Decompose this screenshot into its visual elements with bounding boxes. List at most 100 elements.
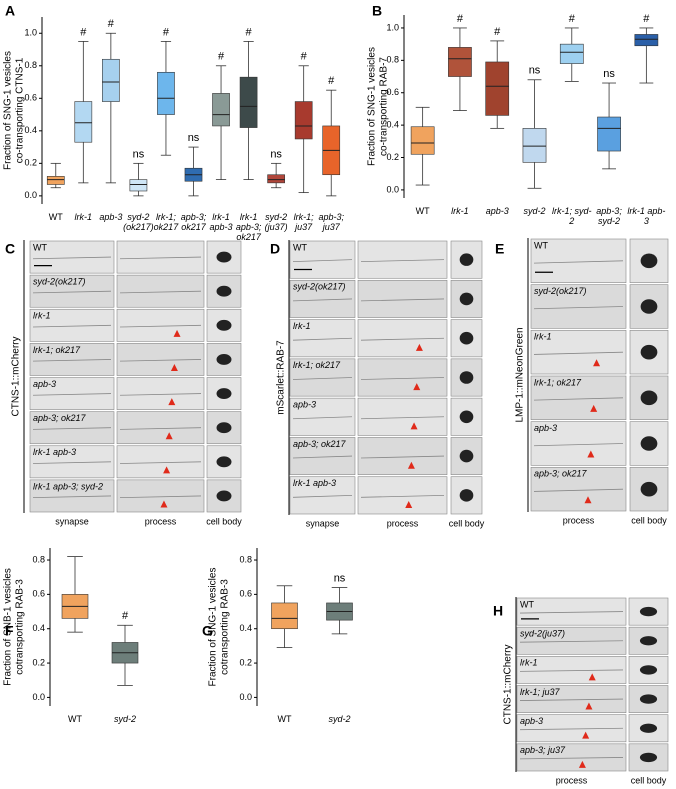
box [634,34,659,47]
significance-label: ns [270,148,282,160]
axon-signal [119,427,202,430]
box [129,179,148,192]
axon-signal [360,298,445,302]
axon-signal [32,495,112,499]
genotype-label: lrk-1; ju37 [520,687,561,697]
cell-body-signal [459,331,474,345]
y-tick-label: 0.6 [239,589,252,599]
axon-signal [533,351,624,355]
box [597,116,621,152]
cell-body-signal [216,422,232,434]
cell-body-signal [216,456,232,468]
axon-signal [32,324,112,328]
significance-label: # [246,26,253,38]
box [485,61,510,116]
box [410,126,435,155]
y-tick-label: 0.6 [32,589,45,599]
arrowhead [587,450,595,458]
axon-signal [32,461,112,464]
axon-signal [519,640,624,643]
significance-label: # [80,26,87,38]
significance-label: ns [334,572,346,584]
significance-label: # [643,13,650,25]
box [267,174,285,184]
arrowhead [407,461,415,469]
y-tick-label: 0.2 [32,657,45,667]
cell-body-signal [459,371,474,384]
axon-signal [292,337,353,341]
x-tick-label: WT [277,714,292,724]
genotype-label: apb-3; ok217 [293,439,347,449]
x-tick-label: apb-3; syd-2 [596,206,622,226]
y-axis-label: co-transporting CTNS-1 [15,57,26,163]
y-axis-label: Fraction of SNG-1 vesicles [3,51,14,170]
axon-signal [519,727,624,731]
x-tick-label: apb-3; ju37 [318,212,344,232]
cell-body-signal [459,253,474,266]
axon-signal [519,757,624,760]
y-axis-label: cotransporting RAB-3 [15,579,26,675]
cell-body-signal [640,299,658,314]
significance-label: # [328,75,335,87]
x-tick-label: syd-2 [523,206,546,216]
arrowhead [413,383,421,391]
axon-signal [533,260,624,264]
y-tick-label: 0.8 [32,554,45,564]
axon-signal [292,455,353,459]
axon-signal [119,256,202,260]
y-tick-label: 1.0 [386,22,399,32]
cell-body-signal [639,606,658,617]
genotype-label: lrk-1 apb-3 [33,447,76,457]
genotype-label: lrk-1 apb-3; syd-2 [33,481,103,491]
cell-body-signal [640,436,658,451]
column-label: cell body [631,775,667,785]
genotype-label: lrk-1; ok217 [33,345,81,355]
cell-body-signal [640,390,658,406]
genotype-label: lrk-1 [520,658,538,668]
significance-label: ns [603,68,615,80]
cell-body-signal [639,694,658,704]
axon-signal [519,669,624,672]
arrowhead [590,404,598,412]
arrowhead [173,329,181,337]
genotype-label: WT [33,242,47,252]
y-tick-label: 0.8 [24,60,37,70]
x-tick-label: lrk-1; syd-2 [552,206,592,226]
arrowhead [163,466,171,474]
genotype-label: apb-3 [293,400,316,410]
arrowhead [405,501,413,508]
axon-signal [292,416,353,420]
y-tick-label: 0.4 [32,623,45,633]
axon-signal [292,298,353,302]
y-tick-label: 0.2 [24,158,37,168]
axon-signal [533,306,624,310]
axon-signal [360,416,445,420]
x-tick-label: WT [415,206,430,216]
y-tick-label: 0.0 [24,190,37,200]
box [559,43,584,64]
y-axis-label: Fraction of SNG-1 vesicles [208,568,219,687]
arrowhead [588,673,596,681]
y-tick-label: 0.0 [32,692,45,702]
significance-label: # [494,26,501,38]
y-tick-label: 0.2 [239,657,252,667]
y-tick-label: 0.4 [24,125,37,135]
x-tick-label: syd-2 (ok217) [123,212,154,232]
axon-signal [292,259,353,263]
arrowhead [170,363,178,371]
axon-signal [32,290,112,294]
axon-signal [32,359,112,362]
y-tick-label: 0.6 [386,87,399,97]
axon-signal [360,377,445,380]
cell-body-signal [639,665,658,675]
cell-body-signal [459,489,474,502]
cell-body-signal [459,410,474,424]
genotype-label: syd-2(ok217) [33,277,86,287]
box [271,602,298,630]
panel-label: A [5,3,15,19]
y-axis-label: Fraction of SNG-1 vesicles [367,47,378,166]
arrowhead [165,432,173,440]
genotype-label: lrk-1; ok217 [534,377,582,387]
genotype-label: apb-3 [534,423,557,433]
axon-signal [292,377,353,380]
